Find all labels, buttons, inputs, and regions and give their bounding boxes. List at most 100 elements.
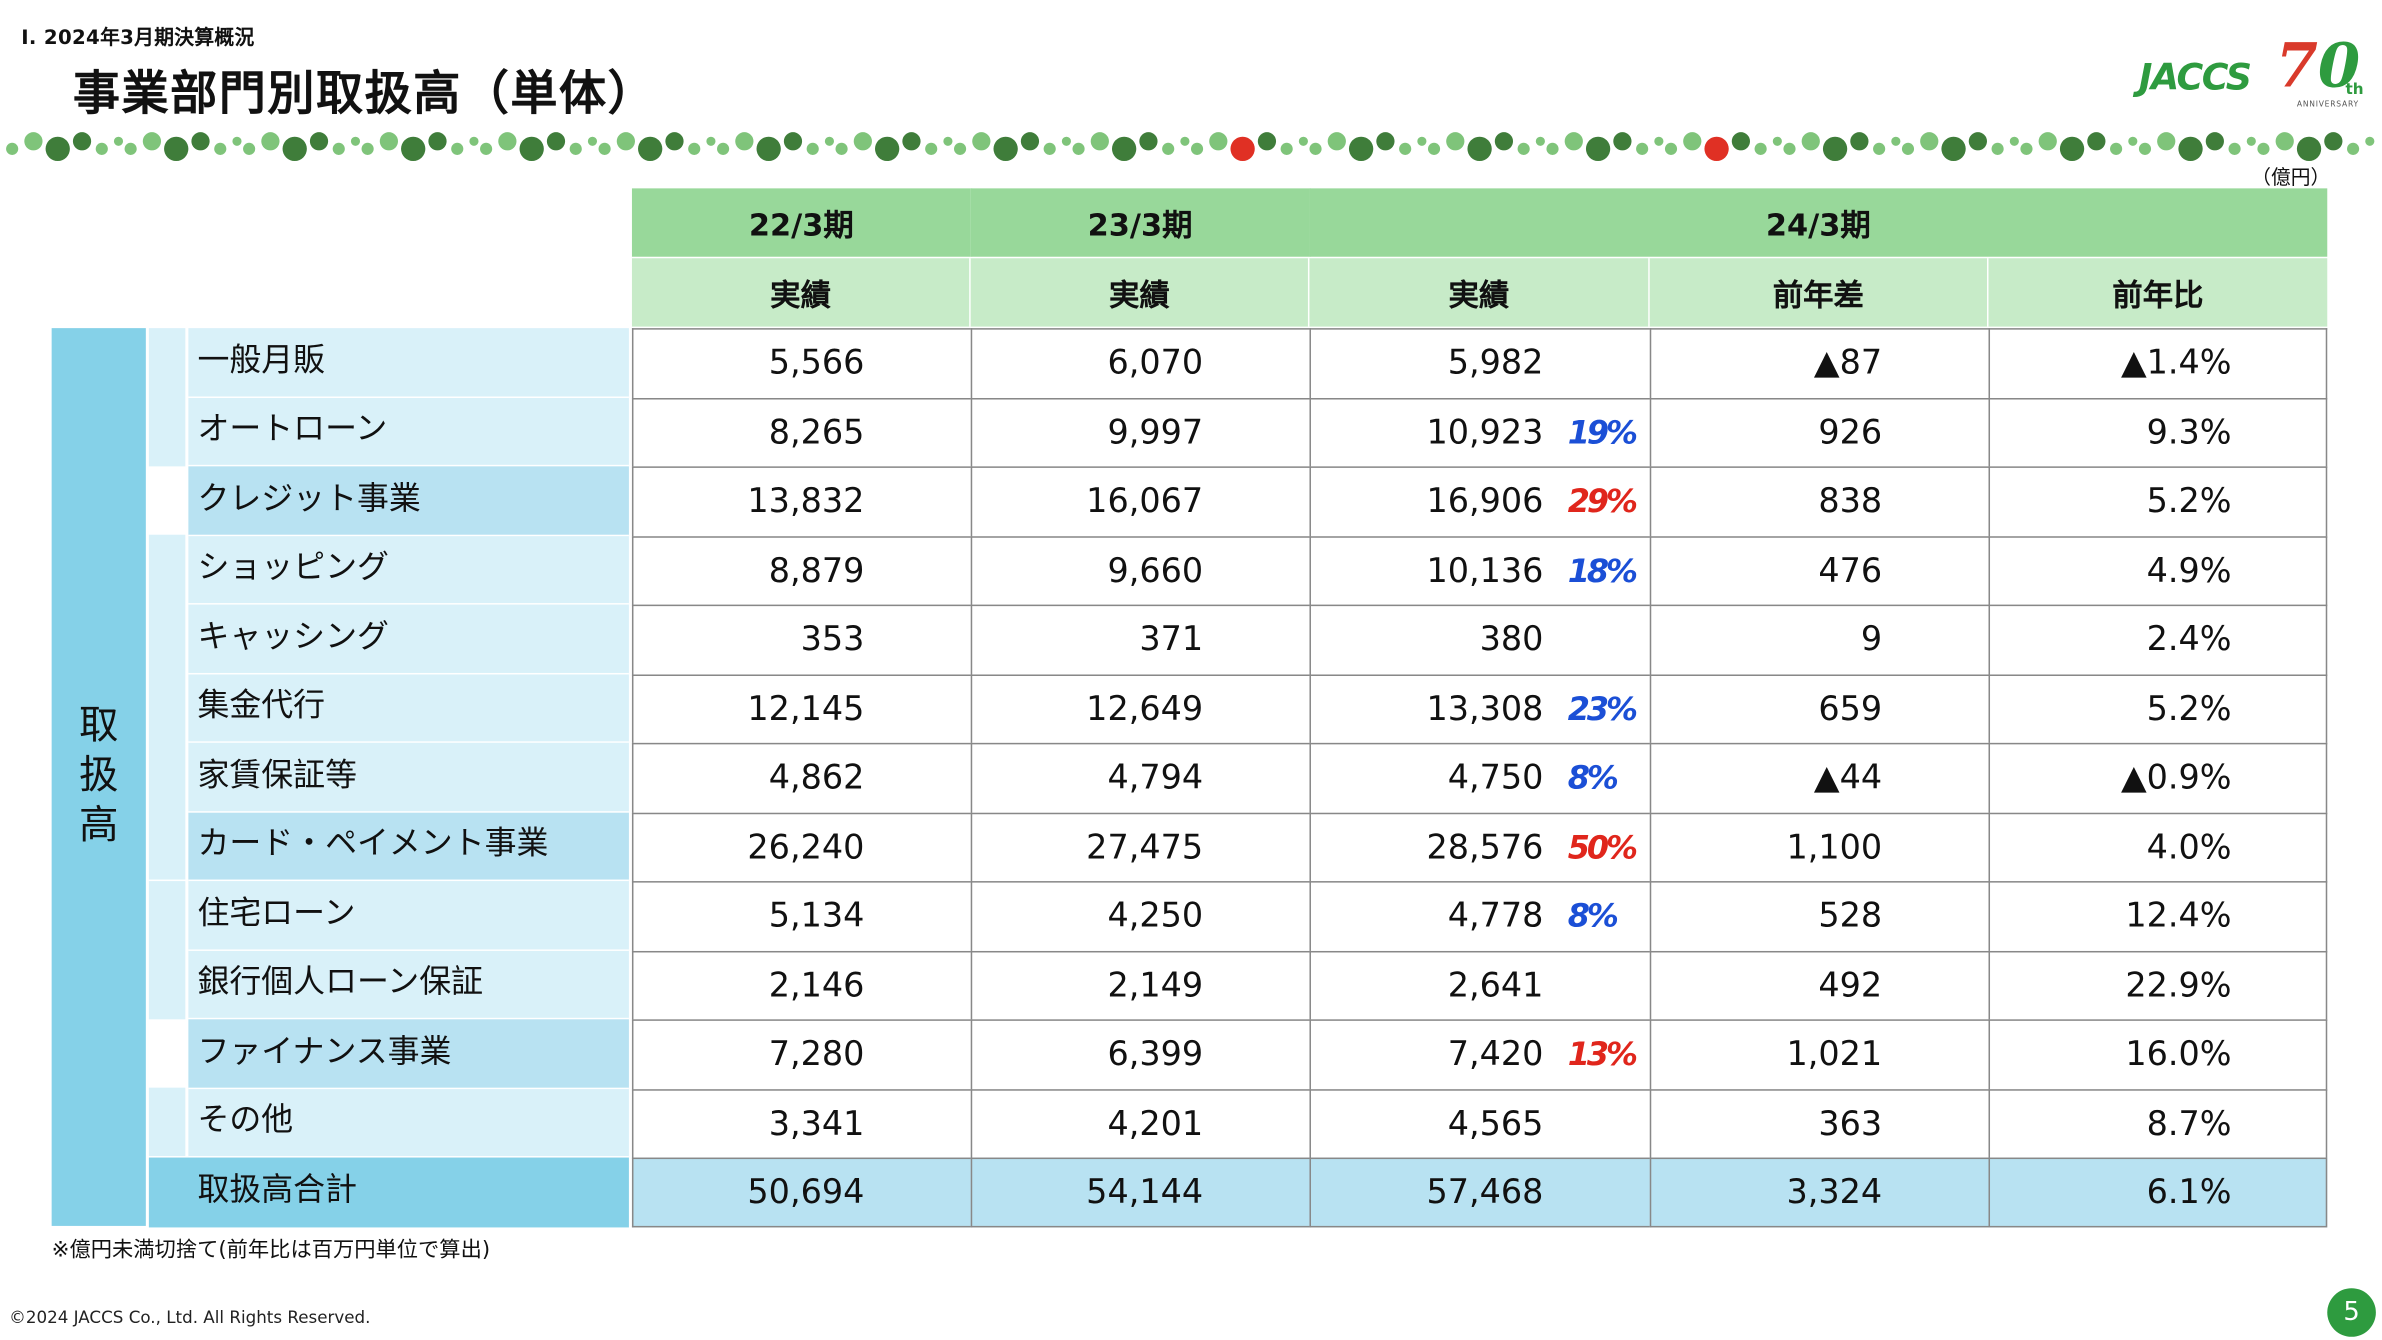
group-band-credit — [148, 328, 186, 467]
decorative-dot — [2228, 142, 2241, 155]
row-label-9: 銀行個人ローン保証 — [188, 950, 629, 1020]
cell-r0-c4: ▲1.4% — [1988, 328, 2328, 399]
row-label-text: ショッピング — [197, 548, 389, 585]
decorative-dot — [142, 132, 162, 151]
decorative-dot — [214, 142, 227, 155]
cell-r7-c0: 26,240 — [631, 812, 971, 882]
decorative-dot — [1230, 136, 1255, 162]
decorative-dot — [1901, 142, 1915, 155]
decorative-dot — [469, 136, 479, 146]
decorative-dot — [587, 136, 598, 146]
decorative-dot — [546, 132, 566, 151]
decorative-dot — [569, 142, 582, 155]
row-label-text: キャッシング — [197, 617, 389, 654]
decorative-dot — [2157, 132, 2176, 151]
share-annotation: 13% — [1567, 1036, 1638, 1073]
cell-r5-c4: 5.2% — [1988, 674, 2328, 743]
cell-r3-c1: 9,660 — [970, 536, 1310, 605]
decorative-dot — [1180, 136, 1190, 146]
cell-r5-c1: 12,649 — [970, 674, 1310, 743]
row-label-text: オートローン — [197, 410, 388, 447]
cell-r4-c3: 9 — [1649, 604, 1989, 675]
cell-r9-c2: 2,641 — [1309, 950, 1650, 1020]
decorative-dot — [1209, 132, 1228, 151]
decorative-dot — [1417, 136, 1427, 146]
period-header-23-3: 23/3期 — [970, 188, 1311, 257]
decorative-dot — [2296, 136, 2322, 162]
decorative-dot — [717, 142, 730, 155]
cell-r6-c1: 4,794 — [970, 742, 1310, 813]
cell-r3-c3: 476 — [1649, 536, 1989, 605]
decorative-dot — [1162, 142, 1175, 155]
sub-header-1: 実績 — [970, 258, 1310, 327]
decorative-dot — [835, 142, 848, 155]
decorative-dot — [1891, 136, 1901, 146]
decorative-dot — [480, 142, 493, 155]
decorative-dot — [2020, 142, 2033, 155]
decorative-dot — [1664, 142, 1678, 155]
period-header-22-3: 22/3期 — [631, 188, 973, 257]
decorative-dot — [993, 136, 1018, 162]
decorative-dot — [282, 136, 307, 162]
decorative-dot — [1772, 136, 1782, 146]
decorative-dot — [309, 132, 329, 151]
decorative-dot — [113, 136, 124, 146]
decorative-dot — [428, 132, 447, 151]
decorative-dot — [124, 142, 137, 155]
decorative-dot — [1585, 136, 1611, 162]
row-label-text: 家賃保証等 — [197, 755, 357, 793]
decorative-dot — [1850, 132, 1869, 151]
decorative-dot — [665, 132, 684, 151]
row-label-text: クレジット事業 — [197, 479, 421, 516]
row-label-2: クレジット事業 — [188, 466, 629, 537]
cell-r9-c0: 2,146 — [631, 950, 971, 1020]
decorative-dot — [706, 136, 716, 146]
cell-r6-c2: 4,750 — [1309, 742, 1650, 813]
decorative-dot — [45, 136, 70, 162]
decorative-dot — [1446, 132, 1465, 151]
decorative-dot — [332, 142, 345, 155]
cell-r6-c0: 4,862 — [631, 742, 971, 813]
decorative-dot — [1043, 142, 1056, 155]
cell-r1-c4: 9.3% — [1988, 398, 2328, 467]
cell-r0-c3: ▲87 — [1649, 328, 1989, 399]
section-kicker: Ⅰ. 2024年3月期決算概況 — [21, 27, 255, 51]
period-header-24-3: 24/3期 — [1309, 188, 2328, 257]
unit-label: （億円） — [2251, 167, 2331, 190]
cell-r8-c4: 12.4% — [1988, 881, 2328, 951]
cell-r5-c0: 12,145 — [631, 674, 971, 743]
row-label-5: 集金代行 — [188, 674, 629, 743]
cell-r12-c3: 3,324 — [1649, 1157, 1989, 1228]
decorative-dot — [2275, 132, 2294, 151]
decorative-dot — [1704, 136, 1729, 162]
row-label-text: 集金代行 — [197, 686, 326, 724]
cell-r6-c3: ▲44 — [1649, 742, 1989, 813]
decorative-dot — [2178, 136, 2203, 162]
cell-r4-c0: 353 — [631, 604, 971, 675]
decorative-dot — [1348, 136, 1374, 162]
decorative-dot — [1376, 132, 1395, 151]
cell-r5-c2: 13,308 — [1309, 674, 1650, 743]
decorative-dot — [1920, 132, 1939, 151]
decorative-dot — [953, 142, 967, 155]
decorative-dot — [1020, 132, 1040, 151]
decorative-dot — [806, 142, 819, 155]
decorative-dot — [1139, 132, 1158, 151]
decorative-dot — [1190, 142, 1204, 155]
decorative-dot — [853, 132, 872, 151]
cell-r8-c0: 5,134 — [631, 881, 971, 951]
cell-r4-c1: 371 — [970, 604, 1310, 675]
decorative-dot — [6, 142, 19, 155]
cell-r7-c4: 4.0% — [1988, 812, 2328, 882]
row-label-text: 銀行個人ローン保証 — [197, 963, 484, 1000]
cell-r9-c1: 2,149 — [970, 950, 1310, 1020]
cell-r12-c2: 57,468 — [1309, 1157, 1650, 1228]
cell-r3-c4: 4.9% — [1988, 536, 2328, 605]
sub-header-0: 実績 — [631, 258, 971, 327]
sub-header-4: 前年比 — [1988, 258, 2328, 327]
decorative-dot — [875, 136, 900, 162]
row-label-12: 取扱高合計 — [148, 1157, 629, 1228]
decorative-dot-border — [6, 132, 2375, 162]
side-label-toriatsukaidaka: 取扱高 — [51, 328, 146, 1226]
sub-header-2: 実績 — [1309, 258, 1650, 327]
